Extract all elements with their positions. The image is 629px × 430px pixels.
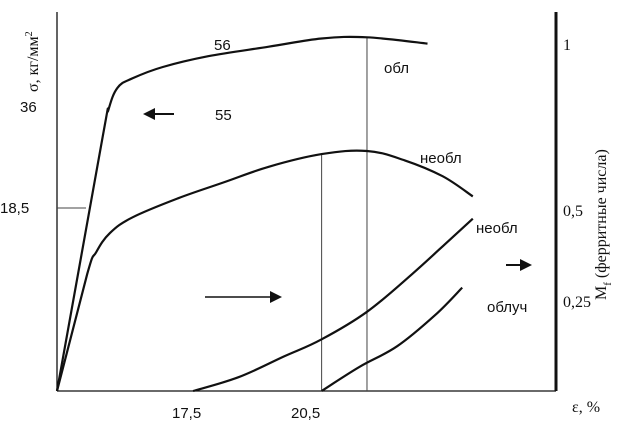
x-tick-label: 20,5 [291, 405, 320, 422]
right-arrow-icon [506, 259, 532, 271]
right-arrow-icon [205, 291, 282, 303]
y-right-tick-label: 1 [563, 37, 571, 54]
y-right-tick-label: 0,25 [563, 294, 591, 311]
series-label-obl: обл [384, 60, 409, 77]
peak-label-56: 56 [214, 37, 231, 54]
series-line-2 [192, 217, 474, 393]
series-line-3 [321, 286, 463, 392]
series-label-neobl-stress: необл [420, 150, 462, 167]
x-tick-label: 17,5 [172, 405, 201, 422]
y-left-tick-label: 18,5 [0, 200, 29, 217]
x-axis-title: ε, % [572, 399, 600, 416]
peak-label-55: 55 [215, 107, 232, 124]
chart-marks [55, 35, 474, 393]
series-label-neobl-ferrite: необл [476, 220, 518, 237]
series-label-obluch: облуч [487, 299, 527, 316]
series-line-1 [55, 149, 474, 392]
y-left-tick-label: 36 [20, 99, 37, 116]
y-axis-left-title: σ, кг/мм2 [24, 31, 42, 92]
series-line-0 [55, 35, 428, 392]
y-axis-right-title: Mf (ферритные числа) [593, 149, 614, 300]
left-arrow-icon [143, 108, 174, 120]
y-right-tick-label: 0,5 [563, 203, 583, 220]
